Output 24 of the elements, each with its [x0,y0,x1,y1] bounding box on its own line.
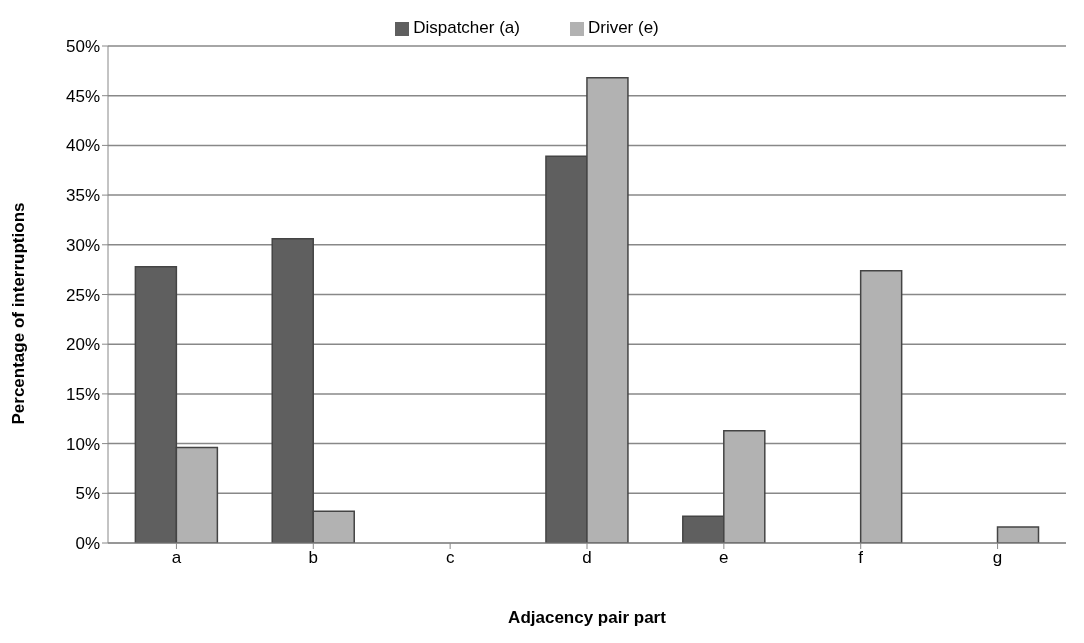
x-tick-label: d [582,548,592,568]
x-tick-label: e [719,548,729,568]
bar [859,269,903,543]
y-tick-label: 0% [75,534,100,554]
x-axis-title: Adjacency pair part [508,608,667,627]
x-tick-label: a [171,548,182,568]
x-tick-label: f [858,548,864,568]
y-tick-label: 50% [65,37,100,57]
y-tick-label: 10% [65,434,100,454]
y-tick-label: 30% [65,235,100,255]
y-axis-title: Percentage of interruptions [9,202,29,425]
x-tick-label: b [308,548,319,568]
legend-label: Driver (e) [587,18,659,37]
y-tick-label: 5% [75,484,100,504]
y-tick-label: 20% [65,335,100,355]
y-tick-label: 40% [65,136,100,156]
y-tick-label: 35% [65,186,100,206]
x-tick-label: g [992,548,1003,568]
y-tick-label: 25% [65,285,100,305]
x-tick-label: c [445,548,455,568]
y-tick-label: 45% [65,86,100,106]
legend-label: Dispatcher (a) [413,18,520,37]
bar [996,526,1040,543]
y-tick-label: 15% [65,384,100,404]
